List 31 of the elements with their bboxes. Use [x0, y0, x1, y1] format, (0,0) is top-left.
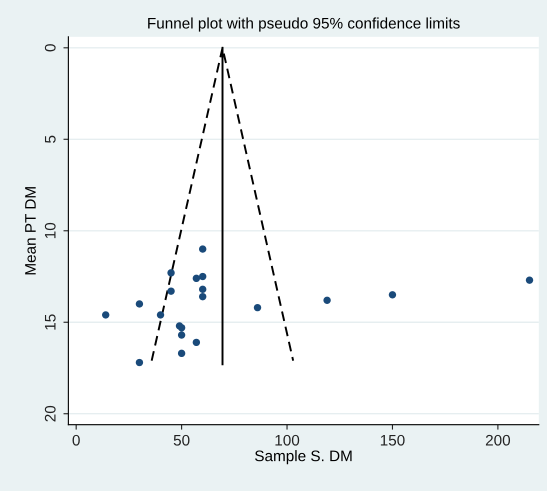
point: [192, 338, 200, 346]
x-tick-label: 100: [275, 434, 300, 446]
point: [199, 272, 206, 280]
point: [167, 269, 175, 277]
y-tick-label: 5: [44, 136, 56, 143]
point: [178, 331, 186, 339]
point: [156, 311, 164, 319]
point: [199, 245, 206, 253]
point: [199, 292, 206, 300]
y-tick-label: 20: [44, 406, 56, 422]
point: [199, 286, 206, 293]
point: [167, 287, 175, 295]
point: [102, 311, 110, 319]
point: [323, 296, 331, 304]
x-axis-title: Sample S. DM: [255, 450, 352, 464]
point: [254, 304, 262, 312]
point: [178, 350, 186, 358]
x-tick-label: 200: [486, 434, 510, 446]
y-axis-title: Mean PT DM: [25, 187, 36, 274]
point: [388, 291, 396, 298]
point: [136, 358, 144, 366]
y-tick-label: 10: [44, 222, 56, 238]
point: [192, 274, 200, 282]
x-tick-label: 50: [174, 434, 190, 446]
chart-title: Funnel plot with pseudo 95% confidence limits: [148, 17, 460, 32]
x-tick-label: 0: [72, 434, 80, 446]
x-tick-label: 150: [380, 434, 405, 446]
point: [526, 276, 534, 284]
y-tick-label: 0: [44, 44, 56, 52]
y-tick-label: 15: [44, 314, 56, 330]
point: [136, 300, 144, 308]
